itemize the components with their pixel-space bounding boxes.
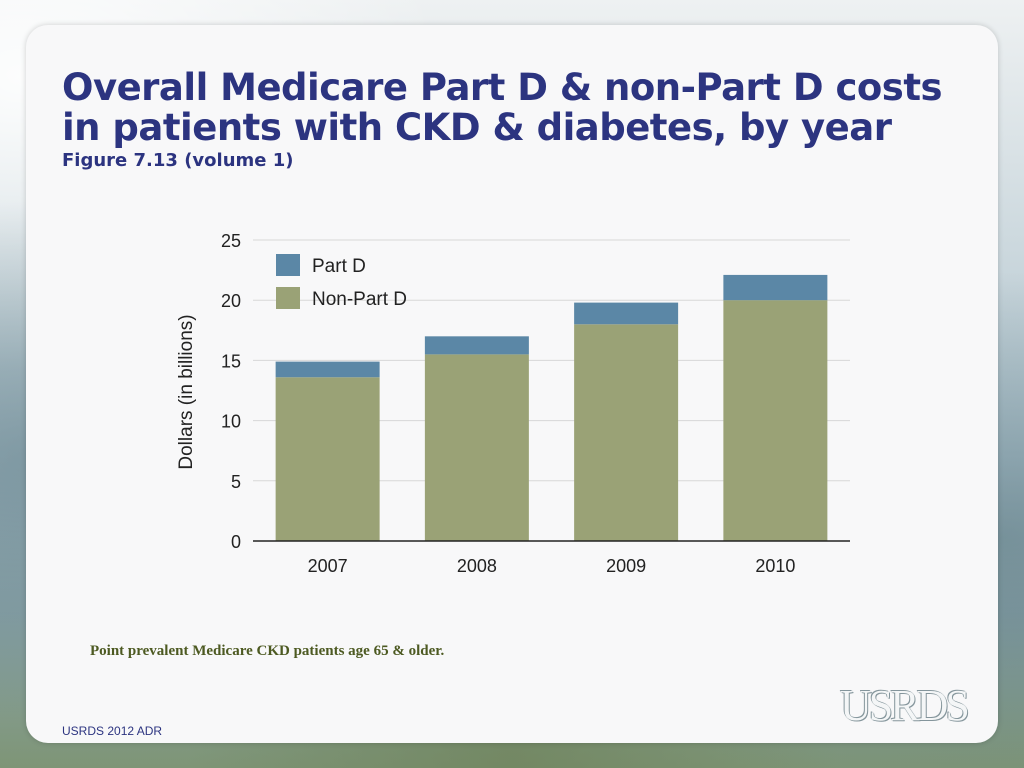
bar-non-part-d <box>723 300 828 541</box>
x-tick-label: 2009 <box>606 556 646 576</box>
footer-source: USRDS 2012 ADR <box>62 724 163 738</box>
usrds-logo: USRDS <box>840 681 970 730</box>
x-tick-label: 2008 <box>457 556 497 576</box>
bar-part-d <box>275 361 380 378</box>
y-tick-label: 5 <box>231 472 241 492</box>
slide-title: Overall Medicare Part D & non-Part D cos… <box>62 66 943 149</box>
y-tick-label: 10 <box>221 412 241 432</box>
bar-non-part-d <box>424 354 529 541</box>
x-tick-label: 2010 <box>755 556 795 576</box>
bar-non-part-d <box>275 377 380 541</box>
bar-non-part-d <box>574 324 679 541</box>
legend-swatch <box>276 254 300 276</box>
bar-part-d <box>723 274 828 301</box>
y-tick-label: 25 <box>221 231 241 251</box>
y-axis-label: Dollars (in billions) <box>176 314 197 469</box>
legend-swatch <box>276 287 300 309</box>
chart-footnote: Point prevalent Medicare CKD patients ag… <box>90 643 445 659</box>
y-tick-label: 15 <box>221 351 241 371</box>
figure-label: Figure 7.13 (volume 1) <box>62 150 294 171</box>
legend-label: Non-Part D <box>312 289 407 310</box>
x-tick-label: 2007 <box>308 556 348 576</box>
bar-part-d <box>424 336 529 355</box>
bar-part-d <box>574 302 679 325</box>
legend-label: Part D <box>312 256 366 277</box>
y-tick-label: 20 <box>221 291 241 311</box>
y-tick-label: 0 <box>231 532 241 552</box>
